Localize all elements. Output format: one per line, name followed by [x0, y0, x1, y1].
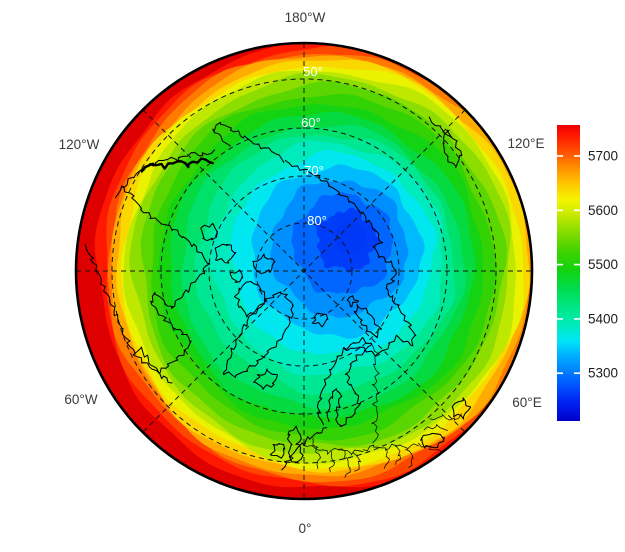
field-low-center: [334, 221, 366, 253]
height-field: [76, 43, 532, 499]
coastline-scandinavia: [316, 336, 373, 427]
coastline-alaska: [114, 149, 216, 198]
colorbar-label-5500: 5500: [588, 257, 618, 272]
border-line: [362, 443, 419, 452]
colorbar-tick-right-5500: [574, 263, 580, 266]
coastline-banks-island: [200, 222, 219, 242]
country-borders: [302, 343, 462, 478]
coastline-arctic-islets: [229, 269, 244, 283]
coastline-svalbard: [311, 312, 329, 328]
lon-label-180degW: 180°W: [285, 10, 326, 25]
lon-label-60degW: 60°W: [64, 392, 97, 407]
graticule: [76, 43, 532, 499]
coastline-europe-coast: [281, 427, 328, 471]
coastline-chukotka: [212, 121, 285, 164]
axis-labels: 180°W 120°W 120°E 60°W 60°E 0° 50° 60° 70° 80°: [59, 10, 545, 536]
colorbar-tick-right-5700: [574, 155, 580, 157]
colorbar-label-5700: 5700: [588, 148, 618, 163]
colorbar-label-5400: 5400: [588, 311, 618, 326]
coastline-victoria-island: [214, 243, 237, 264]
colorbar-tick-left-5300: [557, 372, 563, 375]
lat-label-60deg: 60°: [301, 115, 321, 130]
border-line: [302, 444, 364, 456]
coastline-iceland: [253, 368, 279, 390]
colorbar-tick-right-5400: [574, 318, 580, 320]
border-line: [405, 448, 414, 469]
lon-label-120degW: 120°W: [59, 137, 100, 152]
colorbar-tick-left-5700: [557, 155, 563, 157]
border-line: [395, 445, 401, 465]
coastline-black-sea: [420, 432, 445, 449]
lat-label-50deg: 50°: [303, 64, 323, 79]
coastline-caspian-sea: [451, 397, 472, 420]
colorbar: 5700 5600 5500 5400 5300: [557, 125, 618, 421]
lat-label-70deg: 70°: [304, 163, 324, 178]
meridian-line-135: [142, 109, 466, 433]
border-line: [328, 451, 336, 473]
colorbar-tick-right-5300: [574, 372, 580, 375]
coastline-alaska-range: [140, 157, 214, 173]
colorbar-tick-left-5500: [557, 263, 563, 266]
colorbar-tick-right-5600: [574, 209, 580, 212]
colorbar-label-5600: 5600: [588, 203, 618, 218]
coastlines: [84, 116, 472, 471]
border-line: [429, 413, 462, 421]
lon-label-0deg: 0°: [299, 521, 312, 536]
coastline-na-west-coast: [84, 244, 136, 355]
map-boundary: [74, 41, 534, 501]
coastline-ireland: [269, 442, 286, 459]
coastline-siberia-coast: [284, 159, 417, 357]
border-line: [340, 448, 351, 478]
colorbar-tick-left-5400: [557, 318, 563, 320]
coastline-okhotsk-coast: [428, 116, 453, 139]
border-line: [352, 452, 362, 472]
colorbar-bar: [557, 125, 580, 421]
lon-label-120degE: 120°E: [508, 136, 545, 151]
colorbar-label-5300: 5300: [588, 366, 618, 381]
coastline-canada-coast: [123, 185, 211, 384]
lon-label-60degE: 60°E: [512, 395, 541, 410]
coastline-ellesmere-island: [252, 253, 276, 275]
border-line: [423, 423, 448, 431]
coastline-great-britain: [286, 425, 304, 463]
colorbar-tick-left-5600: [557, 209, 563, 212]
coastline-kamchatka: [442, 129, 463, 168]
border-line: [370, 343, 381, 444]
coastline-franz-josef-land: [346, 295, 360, 308]
coastline-novaya-zemlya: [353, 304, 383, 339]
border-line: [383, 448, 390, 469]
lat-label-80deg: 80°: [307, 213, 327, 228]
coastline-baffin-island: [234, 280, 267, 318]
border-line: [312, 437, 322, 469]
lat-circle-70: [208, 175, 400, 367]
coastline-greenland: [222, 291, 294, 379]
